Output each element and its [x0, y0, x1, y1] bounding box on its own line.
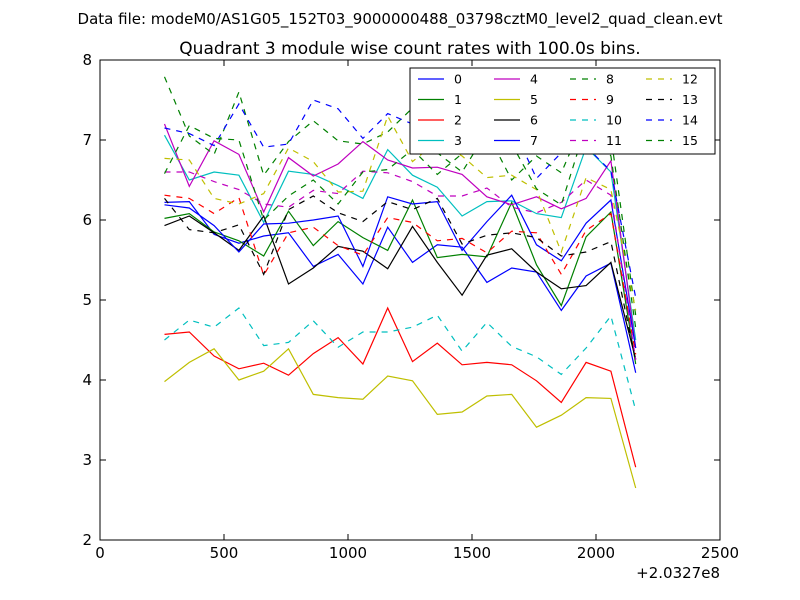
- chart-title: Quadrant 3 module wise count rates with …: [179, 39, 640, 59]
- series-line-3: [163, 134, 637, 341]
- series-line-4: [163, 123, 637, 349]
- y-tick-label: 2: [82, 531, 92, 549]
- legend-label-12: 12: [682, 72, 698, 87]
- legend-label-11: 11: [606, 133, 622, 148]
- legend-label-15: 15: [682, 133, 698, 148]
- series-line-8: [163, 76, 637, 316]
- series-line-6: [164, 214, 637, 360]
- legend-label-6: 6: [530, 113, 538, 128]
- series-line-5: [164, 347, 637, 489]
- x-tick-label: 2000: [577, 544, 615, 562]
- series-line-10: [164, 307, 637, 411]
- series-line-7: [164, 194, 637, 349]
- legend-label-7: 7: [530, 133, 538, 148]
- x-ticks: 0 500 1000 1500 2000 2500: [95, 60, 739, 562]
- chart-suptitle: Data file: modeM0/AS1G05_152T03_90000004…: [78, 10, 723, 29]
- x-tick-label: 1500: [453, 544, 491, 562]
- series-line-12: [164, 114, 637, 311]
- series-line-1: [164, 198, 637, 365]
- series-line-2: [164, 306, 637, 468]
- x-tick-label: 500: [210, 544, 239, 562]
- series-line-14: [164, 84, 637, 298]
- y-tick-label: 5: [82, 291, 92, 309]
- series-layer: [163, 76, 637, 489]
- series-line-13: [164, 195, 637, 361]
- legend-label-8: 8: [606, 72, 614, 87]
- legend-label-5: 5: [530, 92, 538, 107]
- series-line-11: [164, 170, 637, 361]
- legend-label-13: 13: [682, 92, 698, 107]
- y-tick-label: 8: [82, 51, 92, 69]
- legend-label-10: 10: [606, 113, 622, 128]
- y-tick-label: 3: [82, 451, 92, 469]
- x-tick-label: 1000: [329, 544, 367, 562]
- y-tick-label: 4: [82, 371, 92, 389]
- legend-label-4: 4: [530, 72, 538, 87]
- legend-label-9: 9: [606, 92, 614, 107]
- legend-label-14: 14: [682, 113, 698, 128]
- x-tick-label: 2500: [701, 544, 739, 562]
- x-offset-label: +2.0327e8: [636, 564, 720, 582]
- y-ticks: 2 3 4 5 6 7 8: [82, 51, 720, 549]
- y-tick-label: 7: [82, 131, 92, 149]
- legend-label-1: 1: [454, 92, 462, 107]
- legend-label-0: 0: [454, 72, 462, 87]
- legend-label-2: 2: [454, 113, 462, 128]
- series-line-9: [164, 194, 637, 355]
- legend-frame: [409, 67, 716, 155]
- series-line-15: [163, 123, 637, 329]
- x-tick-label: 0: [95, 544, 105, 562]
- y-tick-label: 6: [82, 211, 92, 229]
- series-line-0: [164, 200, 637, 373]
- legend-label-3: 3: [454, 133, 462, 148]
